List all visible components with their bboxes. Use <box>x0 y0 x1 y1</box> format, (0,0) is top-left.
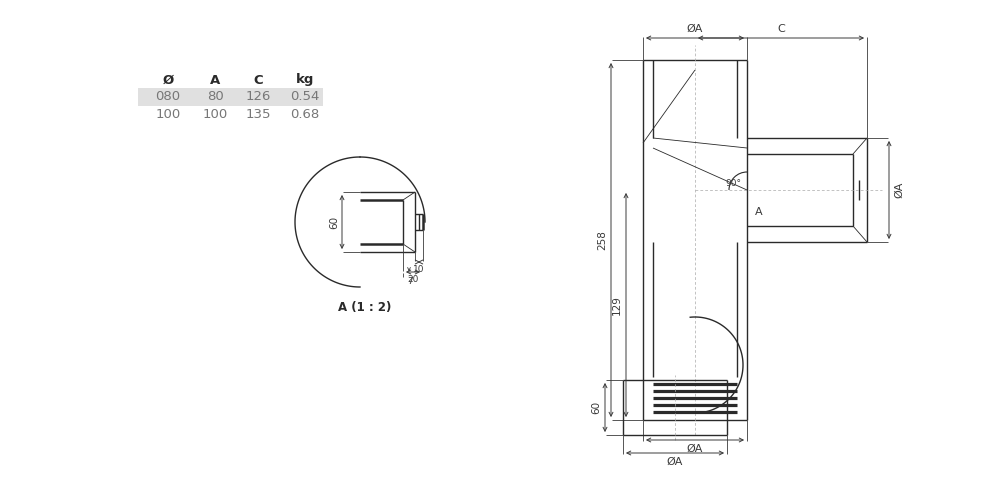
Text: ØA: ØA <box>687 444 703 454</box>
Text: 20: 20 <box>407 274 419 283</box>
Text: C: C <box>777 24 785 34</box>
Text: 90°: 90° <box>725 180 741 188</box>
Text: 7: 7 <box>407 278 413 286</box>
FancyBboxPatch shape <box>138 88 323 106</box>
Text: 100: 100 <box>155 108 181 120</box>
Text: 60: 60 <box>329 216 339 228</box>
Text: 258: 258 <box>597 230 607 250</box>
Text: 129: 129 <box>612 295 622 315</box>
Text: ØA: ØA <box>667 457 683 467</box>
Text: A: A <box>210 74 220 86</box>
Text: ØA: ØA <box>894 182 904 198</box>
Text: 0.68: 0.68 <box>290 108 320 120</box>
Text: Ø: Ø <box>162 74 174 86</box>
Text: 60: 60 <box>591 401 601 414</box>
Text: 80: 80 <box>207 90 223 104</box>
Text: 10: 10 <box>413 264 425 274</box>
Text: A (1 : 2): A (1 : 2) <box>338 300 392 314</box>
Text: kg: kg <box>296 74 314 86</box>
Text: 080: 080 <box>155 90 181 104</box>
Text: 0.54: 0.54 <box>290 90 320 104</box>
Text: 126: 126 <box>245 90 271 104</box>
Text: 135: 135 <box>245 108 271 120</box>
Text: 100: 100 <box>202 108 228 120</box>
Text: ØA: ØA <box>687 24 703 34</box>
Text: A: A <box>755 207 763 217</box>
Text: C: C <box>253 74 263 86</box>
